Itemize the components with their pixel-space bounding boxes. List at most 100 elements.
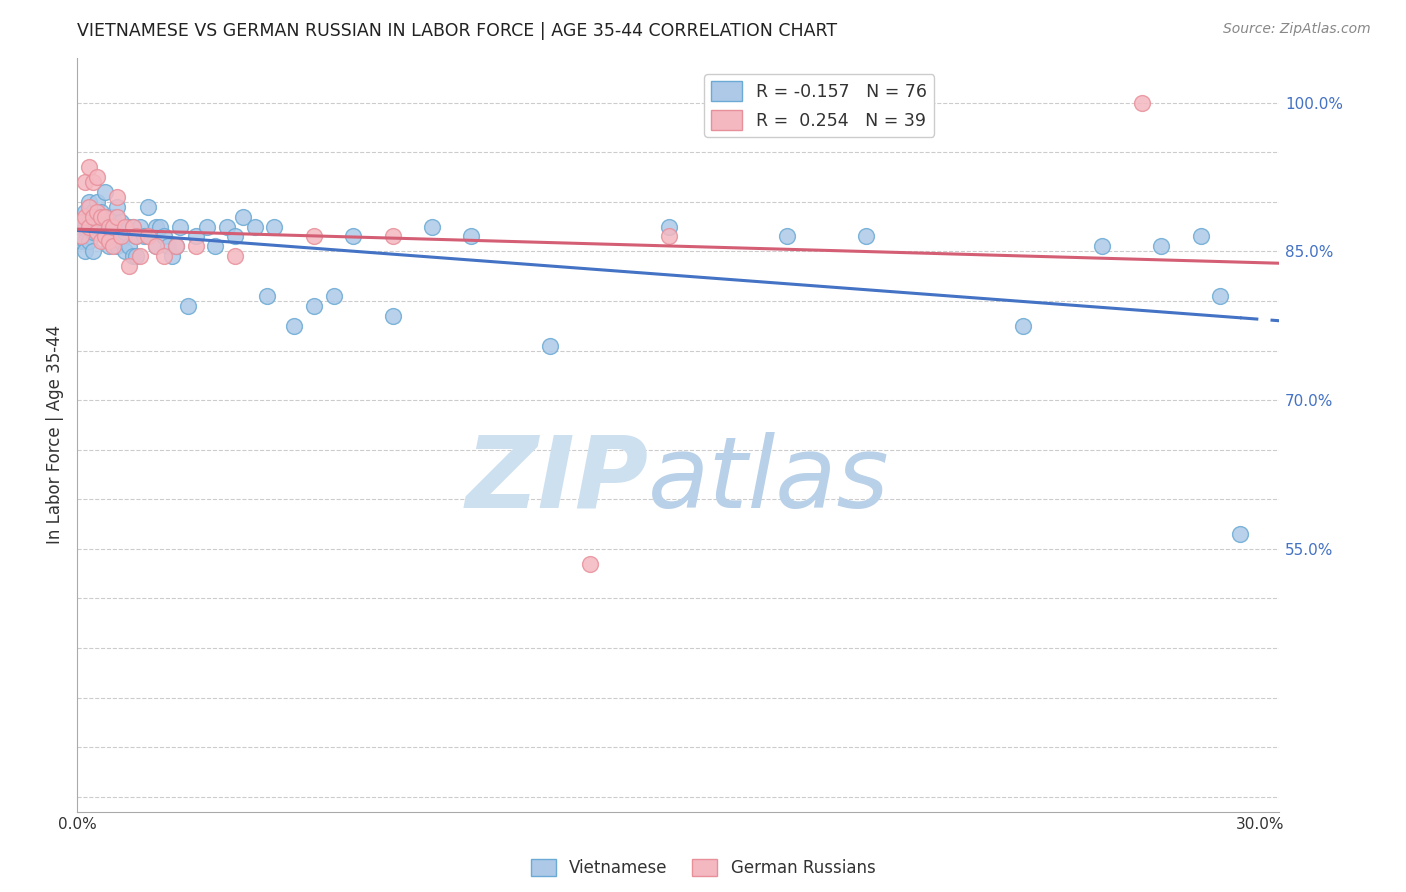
Point bbox=[381, 309, 404, 323]
Point bbox=[97, 219, 120, 234]
Point bbox=[342, 229, 364, 244]
Point bbox=[82, 175, 104, 189]
Point bbox=[381, 229, 404, 244]
Point bbox=[243, 219, 266, 234]
Point bbox=[94, 229, 117, 244]
Point bbox=[145, 239, 167, 253]
Point bbox=[136, 229, 159, 244]
Point bbox=[121, 219, 143, 234]
Point bbox=[86, 204, 108, 219]
Point bbox=[70, 229, 93, 244]
Point bbox=[75, 235, 97, 249]
Point bbox=[101, 210, 124, 224]
Point bbox=[75, 244, 97, 259]
Point bbox=[232, 210, 254, 224]
Point bbox=[94, 185, 117, 199]
Point bbox=[110, 235, 132, 249]
Point bbox=[90, 204, 112, 219]
Point bbox=[114, 225, 136, 239]
Point bbox=[90, 235, 112, 249]
Point bbox=[82, 244, 104, 259]
Point bbox=[121, 249, 143, 263]
Legend: R = -0.157   N = 76, R =  0.254   N = 39: R = -0.157 N = 76, R = 0.254 N = 39 bbox=[704, 74, 934, 136]
Point bbox=[90, 210, 112, 224]
Point bbox=[657, 219, 679, 234]
Point bbox=[77, 235, 100, 249]
Point bbox=[1209, 289, 1232, 303]
Point bbox=[420, 219, 443, 234]
Point bbox=[136, 200, 159, 214]
Point bbox=[77, 160, 100, 174]
Point bbox=[153, 249, 176, 263]
Point bbox=[77, 219, 100, 234]
Point bbox=[105, 200, 128, 214]
Point bbox=[105, 219, 128, 234]
Point bbox=[125, 229, 148, 244]
Point bbox=[105, 190, 128, 204]
Point bbox=[101, 229, 124, 244]
Point bbox=[70, 214, 93, 228]
Point bbox=[165, 239, 187, 253]
Point bbox=[110, 214, 132, 228]
Point bbox=[322, 289, 344, 303]
Point bbox=[97, 235, 120, 249]
Point bbox=[1189, 229, 1212, 244]
Point bbox=[97, 239, 120, 253]
Point bbox=[1229, 527, 1251, 541]
Point bbox=[302, 299, 325, 313]
Point bbox=[125, 249, 148, 263]
Text: atlas: atlas bbox=[648, 432, 890, 529]
Point bbox=[82, 210, 104, 224]
Point bbox=[1150, 239, 1173, 253]
Point bbox=[136, 229, 159, 244]
Point bbox=[129, 219, 152, 234]
Point bbox=[70, 214, 93, 228]
Text: VIETNAMESE VS GERMAN RUSSIAN IN LABOR FORCE | AGE 35-44 CORRELATION CHART: VIETNAMESE VS GERMAN RUSSIAN IN LABOR FO… bbox=[77, 22, 838, 40]
Point bbox=[75, 210, 97, 224]
Y-axis label: In Labor Force | Age 35-44: In Labor Force | Age 35-44 bbox=[46, 326, 65, 544]
Point bbox=[117, 239, 139, 253]
Point bbox=[125, 229, 148, 244]
Point bbox=[224, 249, 246, 263]
Point bbox=[224, 229, 246, 244]
Point bbox=[657, 229, 679, 244]
Point bbox=[145, 219, 167, 234]
Point bbox=[149, 219, 172, 234]
Point bbox=[105, 210, 128, 224]
Point bbox=[160, 249, 183, 263]
Point bbox=[70, 235, 93, 249]
Point bbox=[578, 557, 600, 571]
Point bbox=[90, 219, 112, 234]
Point bbox=[117, 219, 139, 234]
Legend: Vietnamese, German Russians: Vietnamese, German Russians bbox=[524, 852, 882, 884]
Point bbox=[86, 225, 108, 239]
Point bbox=[75, 175, 97, 189]
Point bbox=[302, 229, 325, 244]
Point bbox=[134, 229, 156, 244]
Point bbox=[538, 338, 561, 352]
Point bbox=[145, 239, 167, 253]
Point bbox=[117, 259, 139, 273]
Text: Source: ZipAtlas.com: Source: ZipAtlas.com bbox=[1223, 22, 1371, 37]
Point bbox=[204, 239, 226, 253]
Point bbox=[855, 229, 877, 244]
Point bbox=[184, 229, 207, 244]
Point bbox=[1012, 318, 1035, 333]
Point bbox=[1130, 95, 1153, 110]
Point bbox=[110, 229, 132, 244]
Point bbox=[153, 229, 176, 244]
Point bbox=[86, 169, 108, 184]
Point bbox=[165, 239, 187, 253]
Point bbox=[1091, 239, 1114, 253]
Point bbox=[176, 299, 198, 313]
Point bbox=[82, 204, 104, 219]
Text: ZIP: ZIP bbox=[465, 432, 648, 529]
Point bbox=[121, 219, 143, 234]
Point bbox=[169, 219, 191, 234]
Point bbox=[86, 194, 108, 209]
Point bbox=[70, 225, 93, 239]
Point bbox=[197, 219, 219, 234]
Point bbox=[114, 219, 136, 234]
Point bbox=[101, 219, 124, 234]
Point bbox=[86, 225, 108, 239]
